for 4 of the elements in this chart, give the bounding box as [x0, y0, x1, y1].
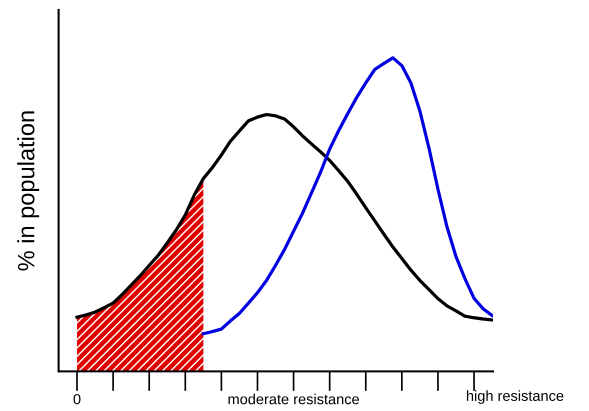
x-tick-label: moderate resistance	[228, 394, 359, 404]
y-axis-title: % in population	[17, 111, 40, 271]
text: high resistance	[466, 390, 564, 404]
x-tick-label: 0	[74, 394, 80, 404]
